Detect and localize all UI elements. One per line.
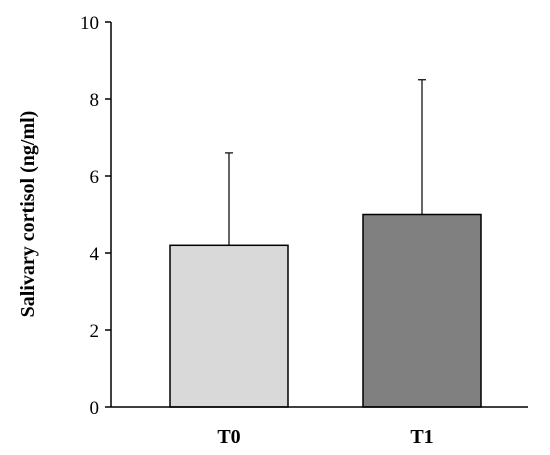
y-tick-label: 10 (80, 13, 99, 34)
x-axis-labels: T0 T1 (217, 426, 433, 448)
y-axis-title: Salivary cortisol (ng/ml) (17, 111, 39, 318)
y-tick-label: 4 (90, 244, 100, 265)
y-tick-label: 8 (90, 90, 100, 111)
y-tick-label: 0 (90, 398, 100, 419)
y-tick-label: 2 (90, 321, 100, 342)
x-category-label-t0: T0 (217, 426, 240, 448)
bar-t0 (169, 244, 289, 408)
y-tick-label: 6 (90, 167, 100, 188)
x-category-label-t1: T1 (410, 426, 433, 448)
plot-area (169, 79, 482, 408)
bar-t1 (362, 213, 482, 408)
y-axis-ticks: 0 2 4 6 8 10 (80, 13, 111, 419)
